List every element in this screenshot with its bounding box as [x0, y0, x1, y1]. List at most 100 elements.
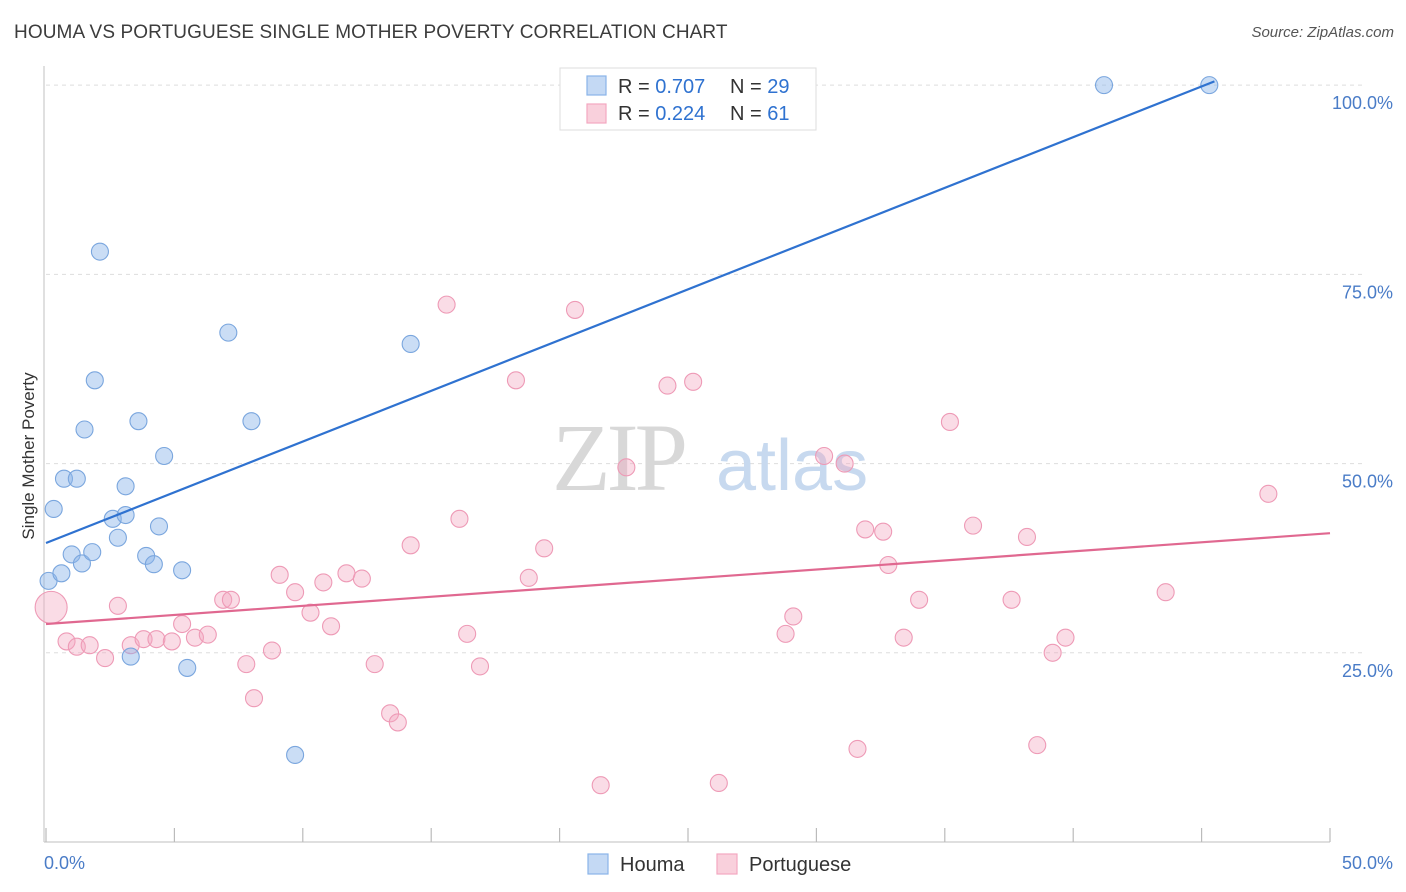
portuguese-point: [221, 590, 240, 609]
portuguese-point: [314, 573, 333, 592]
portuguese-point: [709, 773, 728, 793]
houma-point: [178, 658, 197, 677]
svg-text:R = 0.224: R = 0.224: [618, 103, 705, 125]
portuguese-point: [270, 565, 289, 584]
watermark-atlas: atlas: [716, 426, 868, 506]
portuguese-point: [450, 509, 469, 528]
x-axis-ticks: [45, 828, 1331, 842]
grid-lines: [46, 84, 1365, 654]
svg-text:N = 29: N = 29: [730, 76, 790, 98]
portuguese-point: [856, 520, 875, 539]
portuguese-point: [1017, 527, 1037, 547]
y-tick-label: 50.0%: [1342, 472, 1393, 492]
chart-title: HOUMA VS PORTUGUESE SINGLE MOTHER POVERT…: [14, 22, 728, 43]
portuguese-point: [940, 412, 959, 431]
legend-box: R = 0.707 N = 29 R = 0.224 N = 61: [559, 67, 817, 131]
portuguese-point: [910, 590, 929, 609]
portuguese-point: [1156, 583, 1175, 602]
portuguese-point: [108, 596, 127, 615]
trend-lines: [45, 80, 1331, 626]
portuguese-point: [301, 603, 320, 622]
portuguese-point: [365, 655, 384, 674]
portuguese-point: [337, 564, 356, 583]
portuguese-point: [401, 536, 420, 555]
portuguese-point: [963, 516, 983, 535]
houma-point: [83, 543, 102, 562]
portuguese-point: [874, 522, 893, 541]
y-axis-tick-labels: 25.0% 50.0% 75.0% 100.0%: [1332, 93, 1393, 681]
portuguese-point: [1259, 484, 1278, 503]
portuguese-point: [1056, 628, 1075, 647]
houma-points: [39, 76, 1219, 765]
houma-trend-line: [45, 80, 1215, 545]
portuguese-trend-line: [45, 532, 1331, 626]
y-tick-label: 100.0%: [1332, 93, 1393, 113]
portuguese-point: [1028, 736, 1047, 755]
portuguese-point: [894, 628, 913, 647]
portuguese-point: [198, 625, 217, 644]
portuguese-point: [147, 630, 166, 649]
y-tick-label: 25.0%: [1342, 661, 1393, 681]
portuguese-point: [658, 376, 677, 395]
houma-point: [219, 323, 238, 342]
watermark-zip: ZIP: [552, 404, 685, 511]
legend-houma-n-label: N =: [730, 76, 767, 98]
portuguese-point: [244, 689, 264, 708]
legend-portuguese-n-value: 61: [767, 103, 789, 125]
legend-swatch-portuguese: [586, 103, 607, 124]
x-tick-label-min: 0.0%: [44, 853, 85, 873]
houma-point: [286, 745, 305, 765]
y-axis-title: Single Mother Poverty: [19, 372, 38, 540]
houma-point: [144, 555, 163, 574]
portuguese-point: [134, 630, 153, 649]
portuguese-point: [776, 624, 795, 643]
source-label: Source: ZipAtlas.com: [1251, 24, 1394, 41]
axes: [43, 66, 1330, 843]
portuguese-points: [34, 295, 1278, 795]
portuguese-point: [57, 632, 76, 651]
portuguese-point: [591, 776, 610, 795]
houma-point: [72, 554, 92, 573]
svg-text:N = 61: N = 61: [730, 103, 790, 125]
legend-portuguese-r-value: 0.224: [655, 103, 705, 125]
bottom-legend-label-houma: Houma: [620, 854, 685, 876]
portuguese-point: [848, 739, 867, 758]
legend-houma-r-value: 0.707: [655, 76, 705, 98]
portuguese-point: [214, 590, 233, 609]
houma-point: [67, 469, 86, 488]
houma-point: [44, 499, 63, 519]
portuguese-point: [506, 371, 525, 390]
portuguese-point: [815, 446, 834, 466]
bottom-legend-label-portuguese: Portuguese: [749, 854, 851, 876]
portuguese-point: [352, 569, 371, 588]
portuguese-point: [470, 657, 490, 676]
portuguese-point: [565, 300, 585, 319]
portuguese-point: [262, 641, 282, 660]
houma-point: [242, 412, 261, 431]
portuguese-point: [162, 632, 181, 651]
legend-houma-r-label: R =: [618, 76, 655, 98]
houma-point: [155, 446, 174, 466]
portuguese-point: [784, 607, 803, 626]
portuguese-point: [237, 655, 256, 674]
houma-point: [75, 420, 94, 439]
portuguese-point: [173, 614, 192, 634]
portuguese-point: [437, 295, 456, 314]
portuguese-point: [1043, 643, 1062, 662]
portuguese-point: [617, 458, 636, 477]
portuguese-point: [286, 583, 305, 602]
bottom-legend-swatch-houma: [587, 853, 609, 875]
portuguese-point: [684, 372, 703, 391]
portuguese-point: [835, 454, 854, 473]
legend-portuguese-n-label: N =: [730, 103, 767, 125]
houma-point: [62, 545, 81, 564]
houma-point: [116, 477, 135, 496]
houma-point: [1094, 76, 1114, 95]
portuguese-point: [381, 704, 400, 723]
portuguese-point: [1002, 590, 1021, 609]
houma-point: [121, 647, 140, 666]
houma-point: [129, 412, 148, 431]
portuguese-point: [80, 636, 99, 655]
portuguese-point: [34, 590, 68, 624]
